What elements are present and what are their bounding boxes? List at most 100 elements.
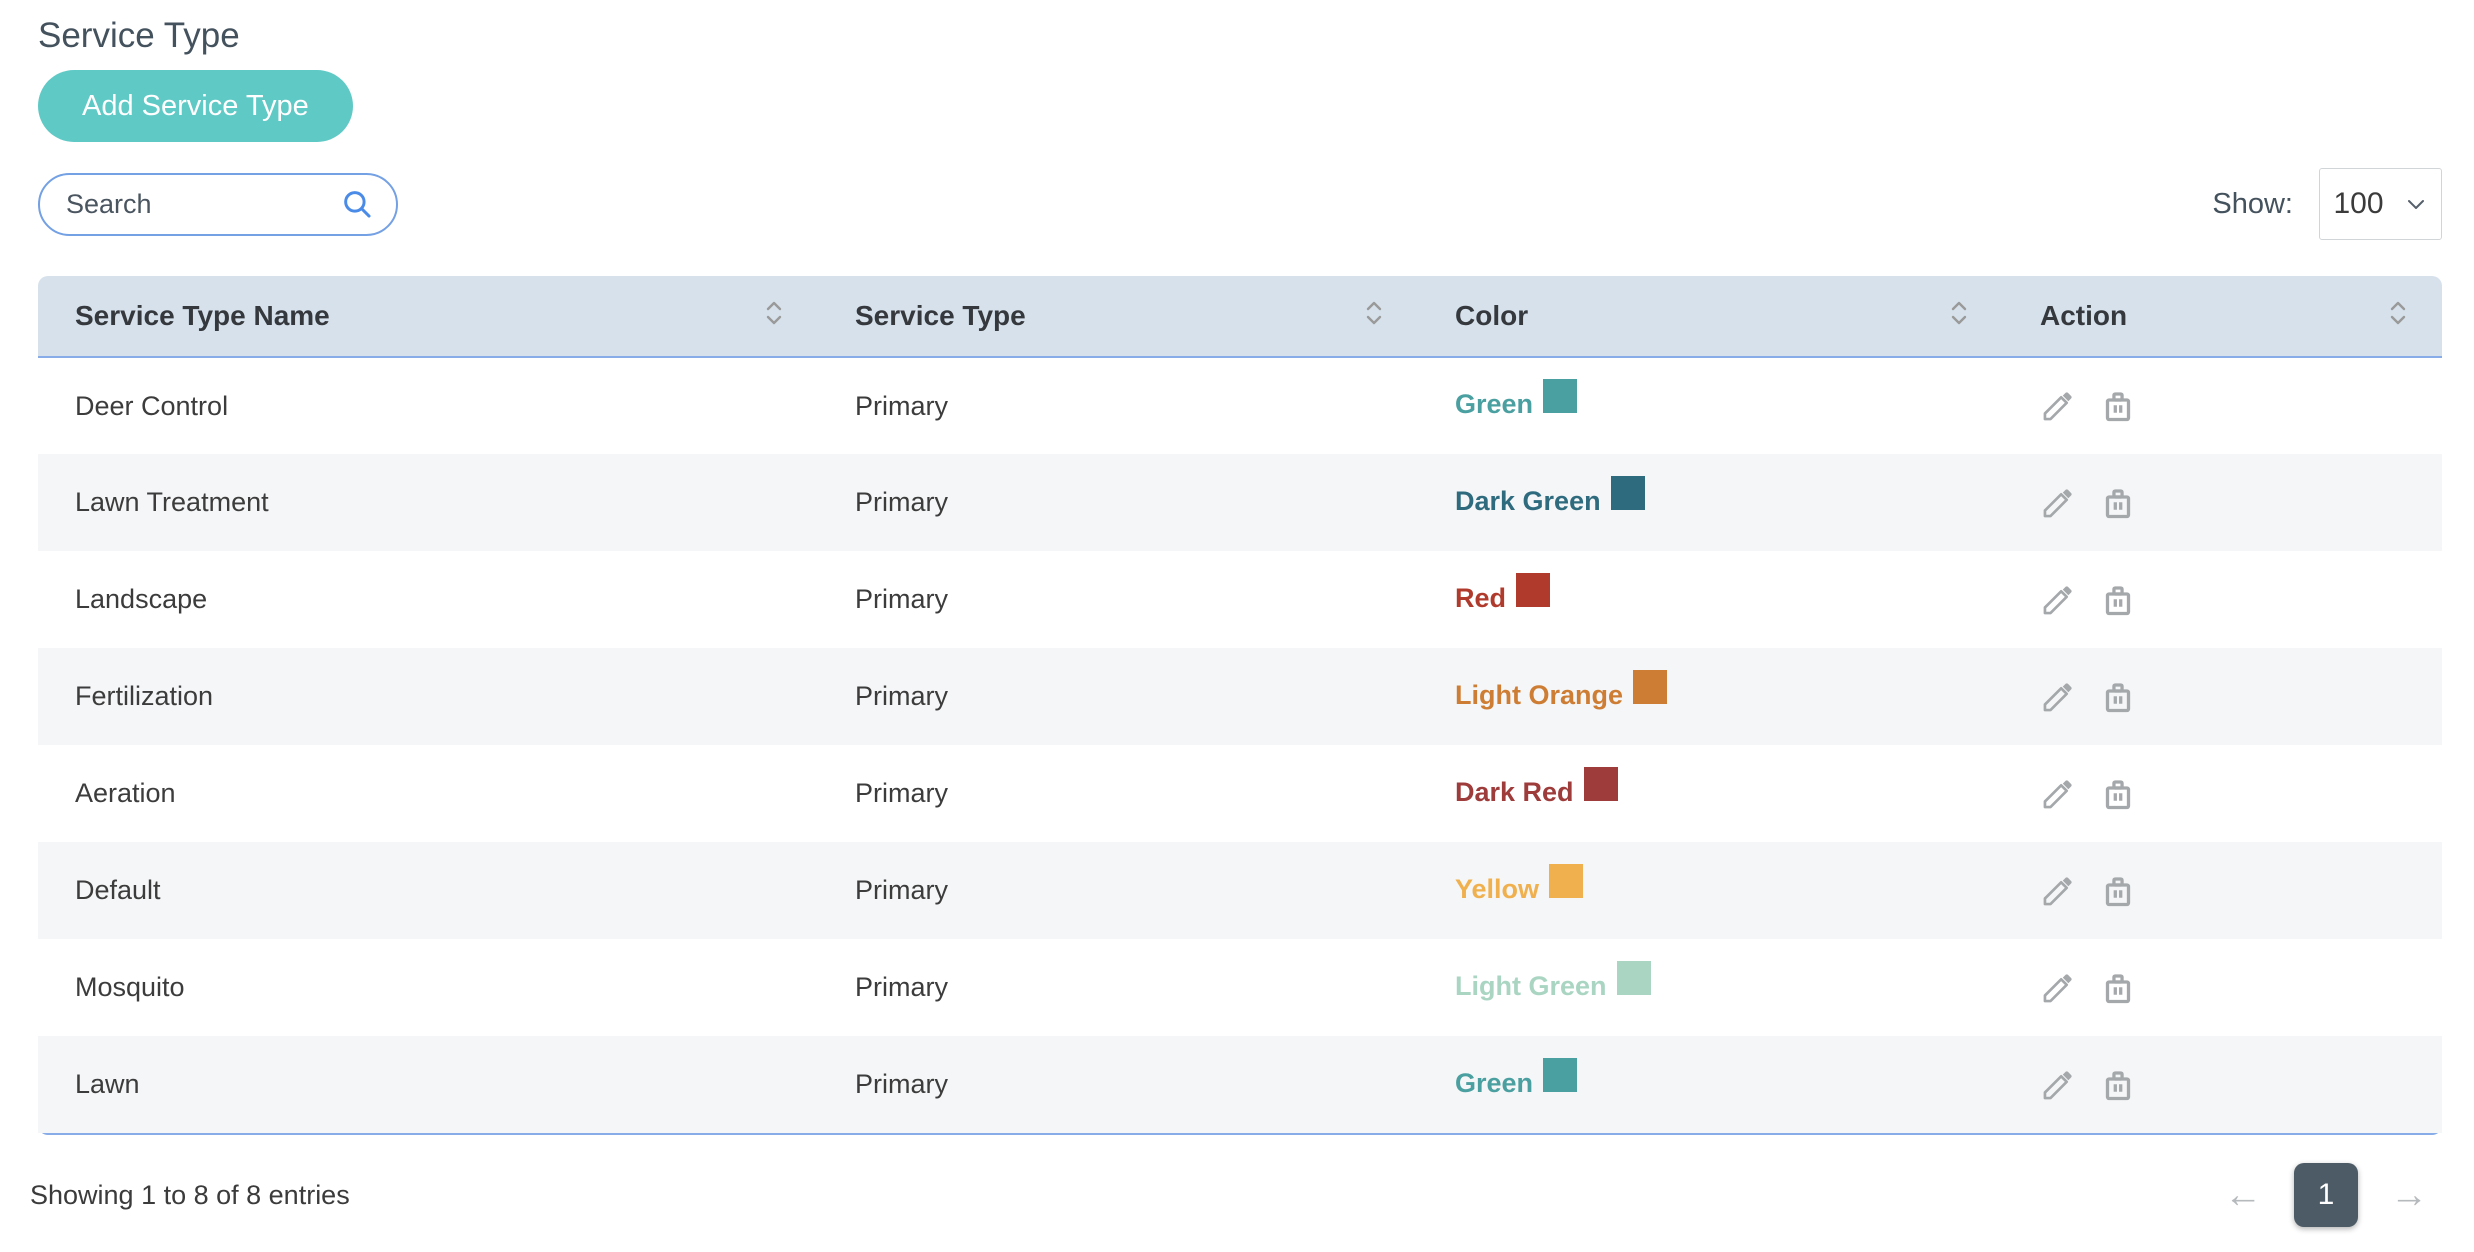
table-row: Fertilization Primary Light Orange — [38, 648, 2442, 745]
pagination: ← 1 → — [2224, 1163, 2428, 1227]
color-label: Green — [1455, 1067, 1534, 1098]
service-type-cell: Primary — [818, 357, 1418, 454]
service-type-cell: Primary — [818, 648, 1418, 745]
color-swatch — [1610, 475, 1645, 510]
color-cell: Light Orange — [1418, 648, 2003, 745]
table-row: Aeration Primary Dark Red — [38, 745, 2442, 842]
color-label: Green — [1455, 389, 1534, 420]
color-swatch — [1616, 960, 1651, 995]
delete-button[interactable] — [2100, 582, 2136, 618]
delete-button[interactable] — [2100, 388, 2136, 424]
edit-button[interactable] — [2040, 776, 2076, 812]
color-cell: Green — [1418, 1036, 2003, 1133]
color-swatch — [1633, 669, 1667, 704]
table-controls: Show: 100 — [38, 168, 2442, 240]
edit-button[interactable] — [2040, 485, 2076, 521]
color-swatch — [1543, 379, 1578, 413]
sort-icon[interactable] — [2386, 297, 2410, 336]
table-row: Default Primary Yellow — [38, 842, 2442, 939]
action-cell — [2003, 745, 2442, 842]
color-cell: Yellow — [1418, 842, 2003, 939]
service-type-name: Fertilization — [75, 681, 214, 711]
next-page-arrow-icon[interactable]: → — [2390, 1174, 2428, 1216]
sort-icon[interactable] — [1947, 297, 1971, 336]
color-label: Light Orange — [1455, 679, 1623, 710]
action-cell — [2003, 551, 2442, 648]
delete-button[interactable] — [2100, 1067, 2136, 1103]
color-swatch — [1549, 863, 1584, 898]
service-type-name: Aeration — [75, 778, 176, 808]
service-type-name: Default — [75, 875, 161, 905]
table-body: Deer Control Primary Green — [38, 357, 2442, 1133]
service-type-value: Primary — [855, 972, 948, 1002]
add-service-type-button[interactable]: Add Service Type — [38, 70, 353, 142]
edit-button[interactable] — [2040, 388, 2076, 424]
service-type-cell: Primary — [818, 454, 1418, 551]
page-1-button[interactable]: 1 — [2294, 1163, 2358, 1227]
action-cell — [2003, 1036, 2442, 1133]
show-entries-select[interactable]: 100 — [2319, 168, 2442, 240]
service-type-name-cell: Landscape — [38, 551, 818, 648]
color-cell: Light Green — [1418, 939, 2003, 1036]
action-cell — [2003, 648, 2442, 745]
service-type-cell: Primary — [818, 842, 1418, 939]
delete-button[interactable] — [2100, 679, 2136, 715]
service-type-name-cell: Lawn — [38, 1036, 818, 1133]
action-cell — [2003, 357, 2442, 454]
service-type-value: Primary — [855, 487, 948, 517]
action-cell — [2003, 939, 2442, 1036]
edit-button[interactable] — [2040, 873, 2076, 909]
service-type-name-cell: Deer Control — [38, 357, 818, 454]
column-header-color[interactable]: Color — [1418, 276, 2003, 358]
edit-button[interactable] — [2040, 679, 2076, 715]
service-type-cell: Primary — [818, 551, 1418, 648]
delete-button[interactable] — [2100, 485, 2136, 521]
entries-summary: Showing 1 to 8 of 8 entries — [30, 1179, 350, 1210]
color-cell: Green — [1418, 357, 2003, 454]
service-type-name: Landscape — [75, 584, 208, 614]
service-type-cell: Primary — [818, 1036, 1418, 1133]
show-entries-value: 100 — [2333, 187, 2384, 220]
color-label: Yellow — [1455, 873, 1540, 904]
column-header-service-type-name[interactable]: Service Type Name — [38, 276, 818, 358]
table-row: Lawn Primary Green — [38, 1036, 2442, 1133]
chevron-down-icon — [2404, 192, 2428, 216]
service-type-value: Primary — [855, 390, 948, 421]
delete-button[interactable] — [2100, 970, 2136, 1006]
service-type-value: Primary — [855, 875, 948, 905]
color-label: Red — [1455, 582, 1507, 613]
color-cell: Red — [1418, 551, 2003, 648]
table-row: Deer Control Primary Green — [38, 357, 2442, 454]
column-header-service-type[interactable]: Service Type — [818, 276, 1418, 358]
action-cell — [2003, 454, 2442, 551]
table-row: Mosquito Primary Light Green — [38, 939, 2442, 1036]
delete-button[interactable] — [2100, 873, 2136, 909]
service-type-cell: Primary — [818, 939, 1418, 1036]
service-type-value: Primary — [855, 584, 948, 614]
service-type-value: Primary — [855, 681, 948, 711]
table-row: Lawn Treatment Primary Dark Green — [38, 454, 2442, 551]
table-footer: Showing 1 to 8 of 8 entries ← 1 → — [30, 1163, 2442, 1227]
service-type-name: Mosquito — [75, 972, 185, 1002]
color-cell: Dark Green — [1418, 454, 2003, 551]
page-title: Service Type — [38, 16, 240, 55]
column-header-action[interactable]: Action — [2003, 276, 2442, 358]
sort-icon[interactable] — [1362, 297, 1386, 336]
prev-page-arrow-icon[interactable]: ← — [2224, 1174, 2262, 1216]
delete-button[interactable] — [2100, 776, 2136, 812]
color-swatch — [1583, 766, 1618, 801]
service-type-value: Primary — [855, 1069, 948, 1099]
edit-button[interactable] — [2040, 1067, 2076, 1103]
edit-button[interactable] — [2040, 582, 2076, 618]
service-type-name: Lawn — [75, 1069, 140, 1099]
sort-icon[interactable] — [762, 297, 786, 336]
service-type-value: Primary — [855, 778, 948, 808]
table-header-row: Service Type Name Service Type — [38, 276, 2442, 358]
search-box[interactable] — [38, 172, 398, 236]
edit-button[interactable] — [2040, 970, 2076, 1006]
table-row: Landscape Primary Red — [38, 551, 2442, 648]
search-icon[interactable] — [340, 187, 374, 221]
color-label: Light Green — [1455, 970, 1607, 1001]
search-input[interactable] — [66, 188, 340, 220]
service-type-name-cell: Mosquito — [38, 939, 818, 1036]
